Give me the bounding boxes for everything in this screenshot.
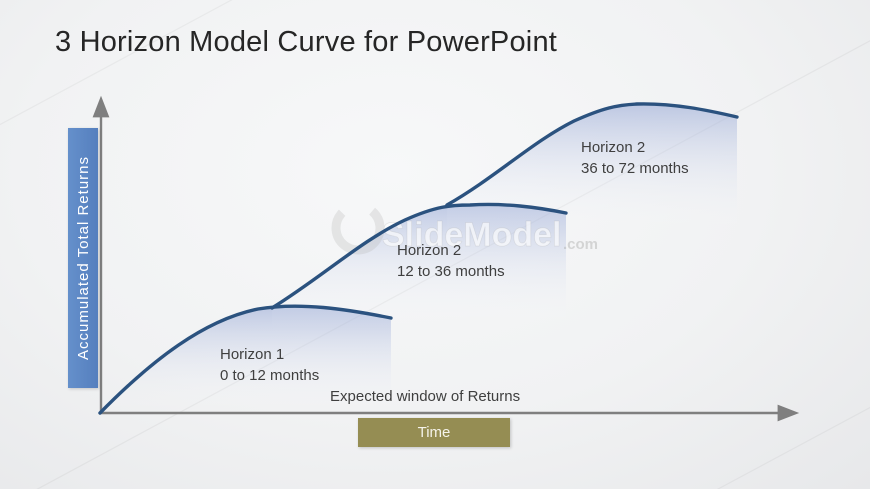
watermark: SlideModel .com: [331, 201, 598, 255]
time-axis-label: Time: [417, 424, 451, 441]
y-axis-label-bar: Accumulated Total Returns: [68, 128, 98, 388]
watermark-logo-icon: [331, 201, 385, 255]
horizon3-period: 36 to 72 months: [581, 160, 689, 177]
horizon2-label: Horizon 2 12 to 36 months: [397, 240, 505, 282]
x-axis-caption: Expected window of Returns: [330, 388, 521, 405]
horizon3-label: Horizon 2 36 to 72 months: [581, 137, 689, 179]
watermark-brand: SlideModel: [382, 216, 561, 254]
horizon3-area: [447, 103, 737, 413]
horizon1-label: Horizon 1 0 to 12 months: [220, 344, 319, 386]
horizon1-period: 0 to 12 months: [220, 367, 320, 384]
horizon1-name: Horizon 1: [220, 346, 285, 363]
horizon3-name: Horizon 2: [581, 139, 646, 156]
horizon2-name: Horizon 2: [397, 242, 462, 259]
horizon1-curve: [98, 304, 393, 415]
watermark-suffix: .com: [563, 236, 598, 253]
horizon2-period: 12 to 36 months: [397, 263, 505, 280]
slide-title: 3 Horizon Model Curve for PowerPoint: [55, 26, 558, 58]
horizon3-curve: [445, 102, 739, 207]
y-axis-label: Accumulated Total Returns: [74, 156, 92, 360]
horizon2-curve: [270, 202, 568, 310]
time-axis-box: Time: [358, 418, 510, 447]
